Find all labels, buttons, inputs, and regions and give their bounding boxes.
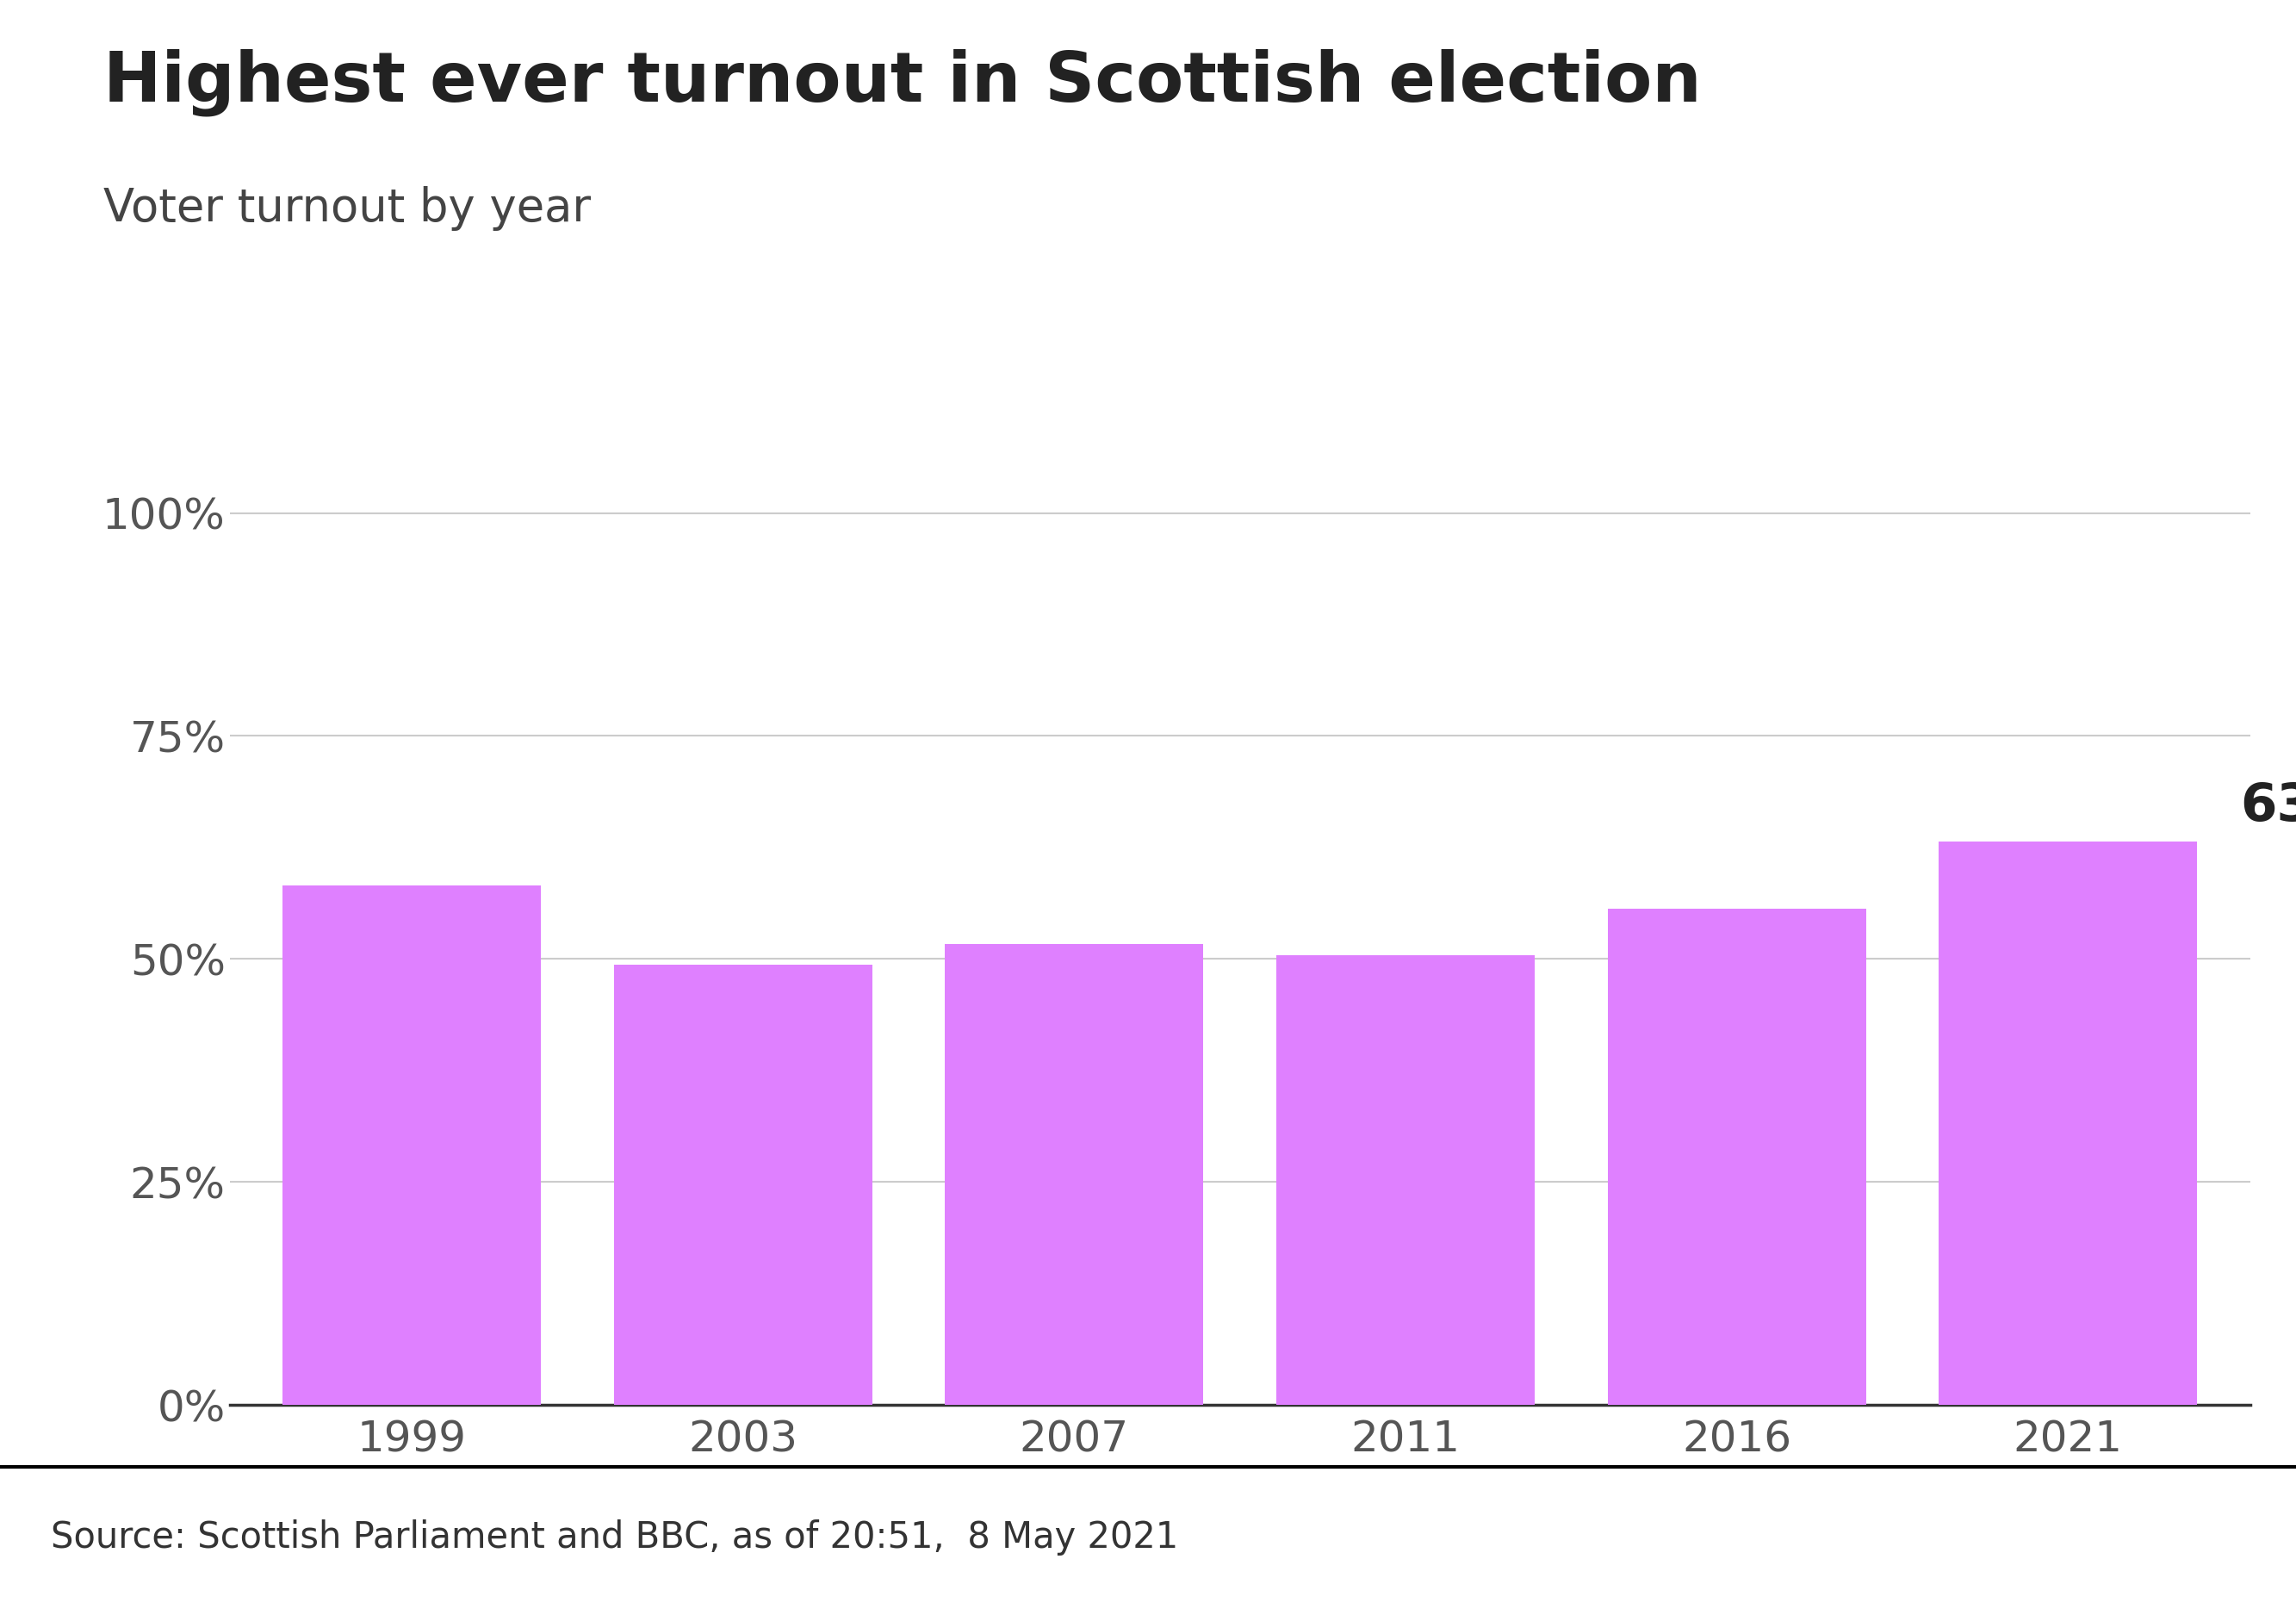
- Bar: [1938, 841, 2197, 1405]
- Bar: [946, 943, 1203, 1405]
- Bar: [282, 887, 542, 1405]
- Text: Source: Scottish Parliament and BBC, as of 20:51,  8 May 2021: Source: Scottish Parliament and BBC, as …: [51, 1520, 1178, 1555]
- Text: Voter turnout by year: Voter turnout by year: [103, 186, 590, 231]
- Text: BBC: BBC: [2062, 1521, 2174, 1567]
- Text: Highest ever turnout in Scottish election: Highest ever turnout in Scottish electio…: [103, 48, 1701, 116]
- Text: 63.2%: 63.2%: [2241, 782, 2296, 832]
- Bar: [1277, 956, 1534, 1405]
- Bar: [1607, 909, 1867, 1405]
- Bar: [613, 964, 872, 1405]
